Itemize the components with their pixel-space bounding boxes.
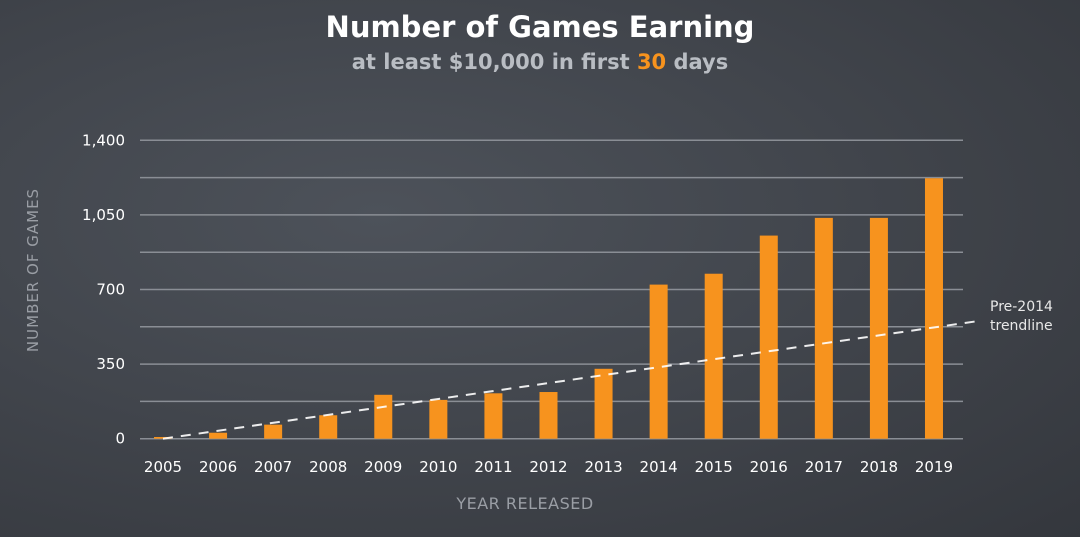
subtitle-part: at least $10,000 in first: [351, 50, 637, 74]
x-tick-label: 2013: [584, 458, 622, 476]
x-tick-label: 2012: [529, 458, 567, 476]
bar-2018: [869, 217, 888, 439]
x-tick-label: 2006: [199, 458, 237, 476]
y-tick-label: 0: [115, 430, 125, 448]
bar-2012: [539, 392, 558, 439]
bar-2010: [429, 399, 448, 439]
trendline-label-line1: Pre-2014: [990, 299, 1053, 315]
bar-2017: [814, 217, 833, 439]
bar-2006: [209, 432, 228, 439]
bar-2019: [924, 178, 943, 439]
bar-2008: [319, 415, 338, 439]
bar-2007: [264, 424, 283, 439]
y-axis-title: NUMBER OF GAMES: [24, 188, 42, 352]
y-tick-label: 700: [96, 281, 125, 299]
chart-title: Number of Games Earning: [325, 10, 755, 44]
bar-2015: [704, 273, 723, 439]
x-tick-label: 2014: [640, 458, 678, 476]
bar-2013: [594, 368, 613, 439]
bar-2011: [484, 393, 503, 439]
bar-2009: [374, 394, 393, 439]
x-tick-label: 2016: [750, 458, 788, 476]
subtitle-highlight: 30: [636, 50, 667, 74]
trendline: [162, 320, 976, 440]
bar-2014: [649, 284, 668, 439]
y-tick-label: 350: [96, 355, 125, 373]
y-tick-label: 1,050: [82, 206, 125, 224]
subtitle-part: days: [666, 50, 729, 74]
x-tick-label: 2009: [364, 458, 402, 476]
x-tick-label: 2010: [419, 458, 457, 476]
chart-subtitle: at least $10,000 in first 30 days: [0, 50, 1080, 74]
trendline-label-line2: trendline: [990, 318, 1053, 334]
x-tick-label: 2018: [860, 458, 898, 476]
y-tick-label: 1,400: [82, 131, 125, 149]
x-tick-label: 2008: [309, 458, 347, 476]
x-axis-title: YEAR RELEASED: [455, 494, 593, 513]
x-tick-label: 2015: [695, 458, 733, 476]
x-tick-label: 2019: [915, 458, 953, 476]
x-tick-label: 2007: [254, 458, 292, 476]
x-tick-label: 2017: [805, 458, 843, 476]
x-tick-label: 2011: [474, 458, 512, 476]
x-tick-label: 2005: [144, 458, 182, 476]
bar-2016: [759, 235, 778, 439]
